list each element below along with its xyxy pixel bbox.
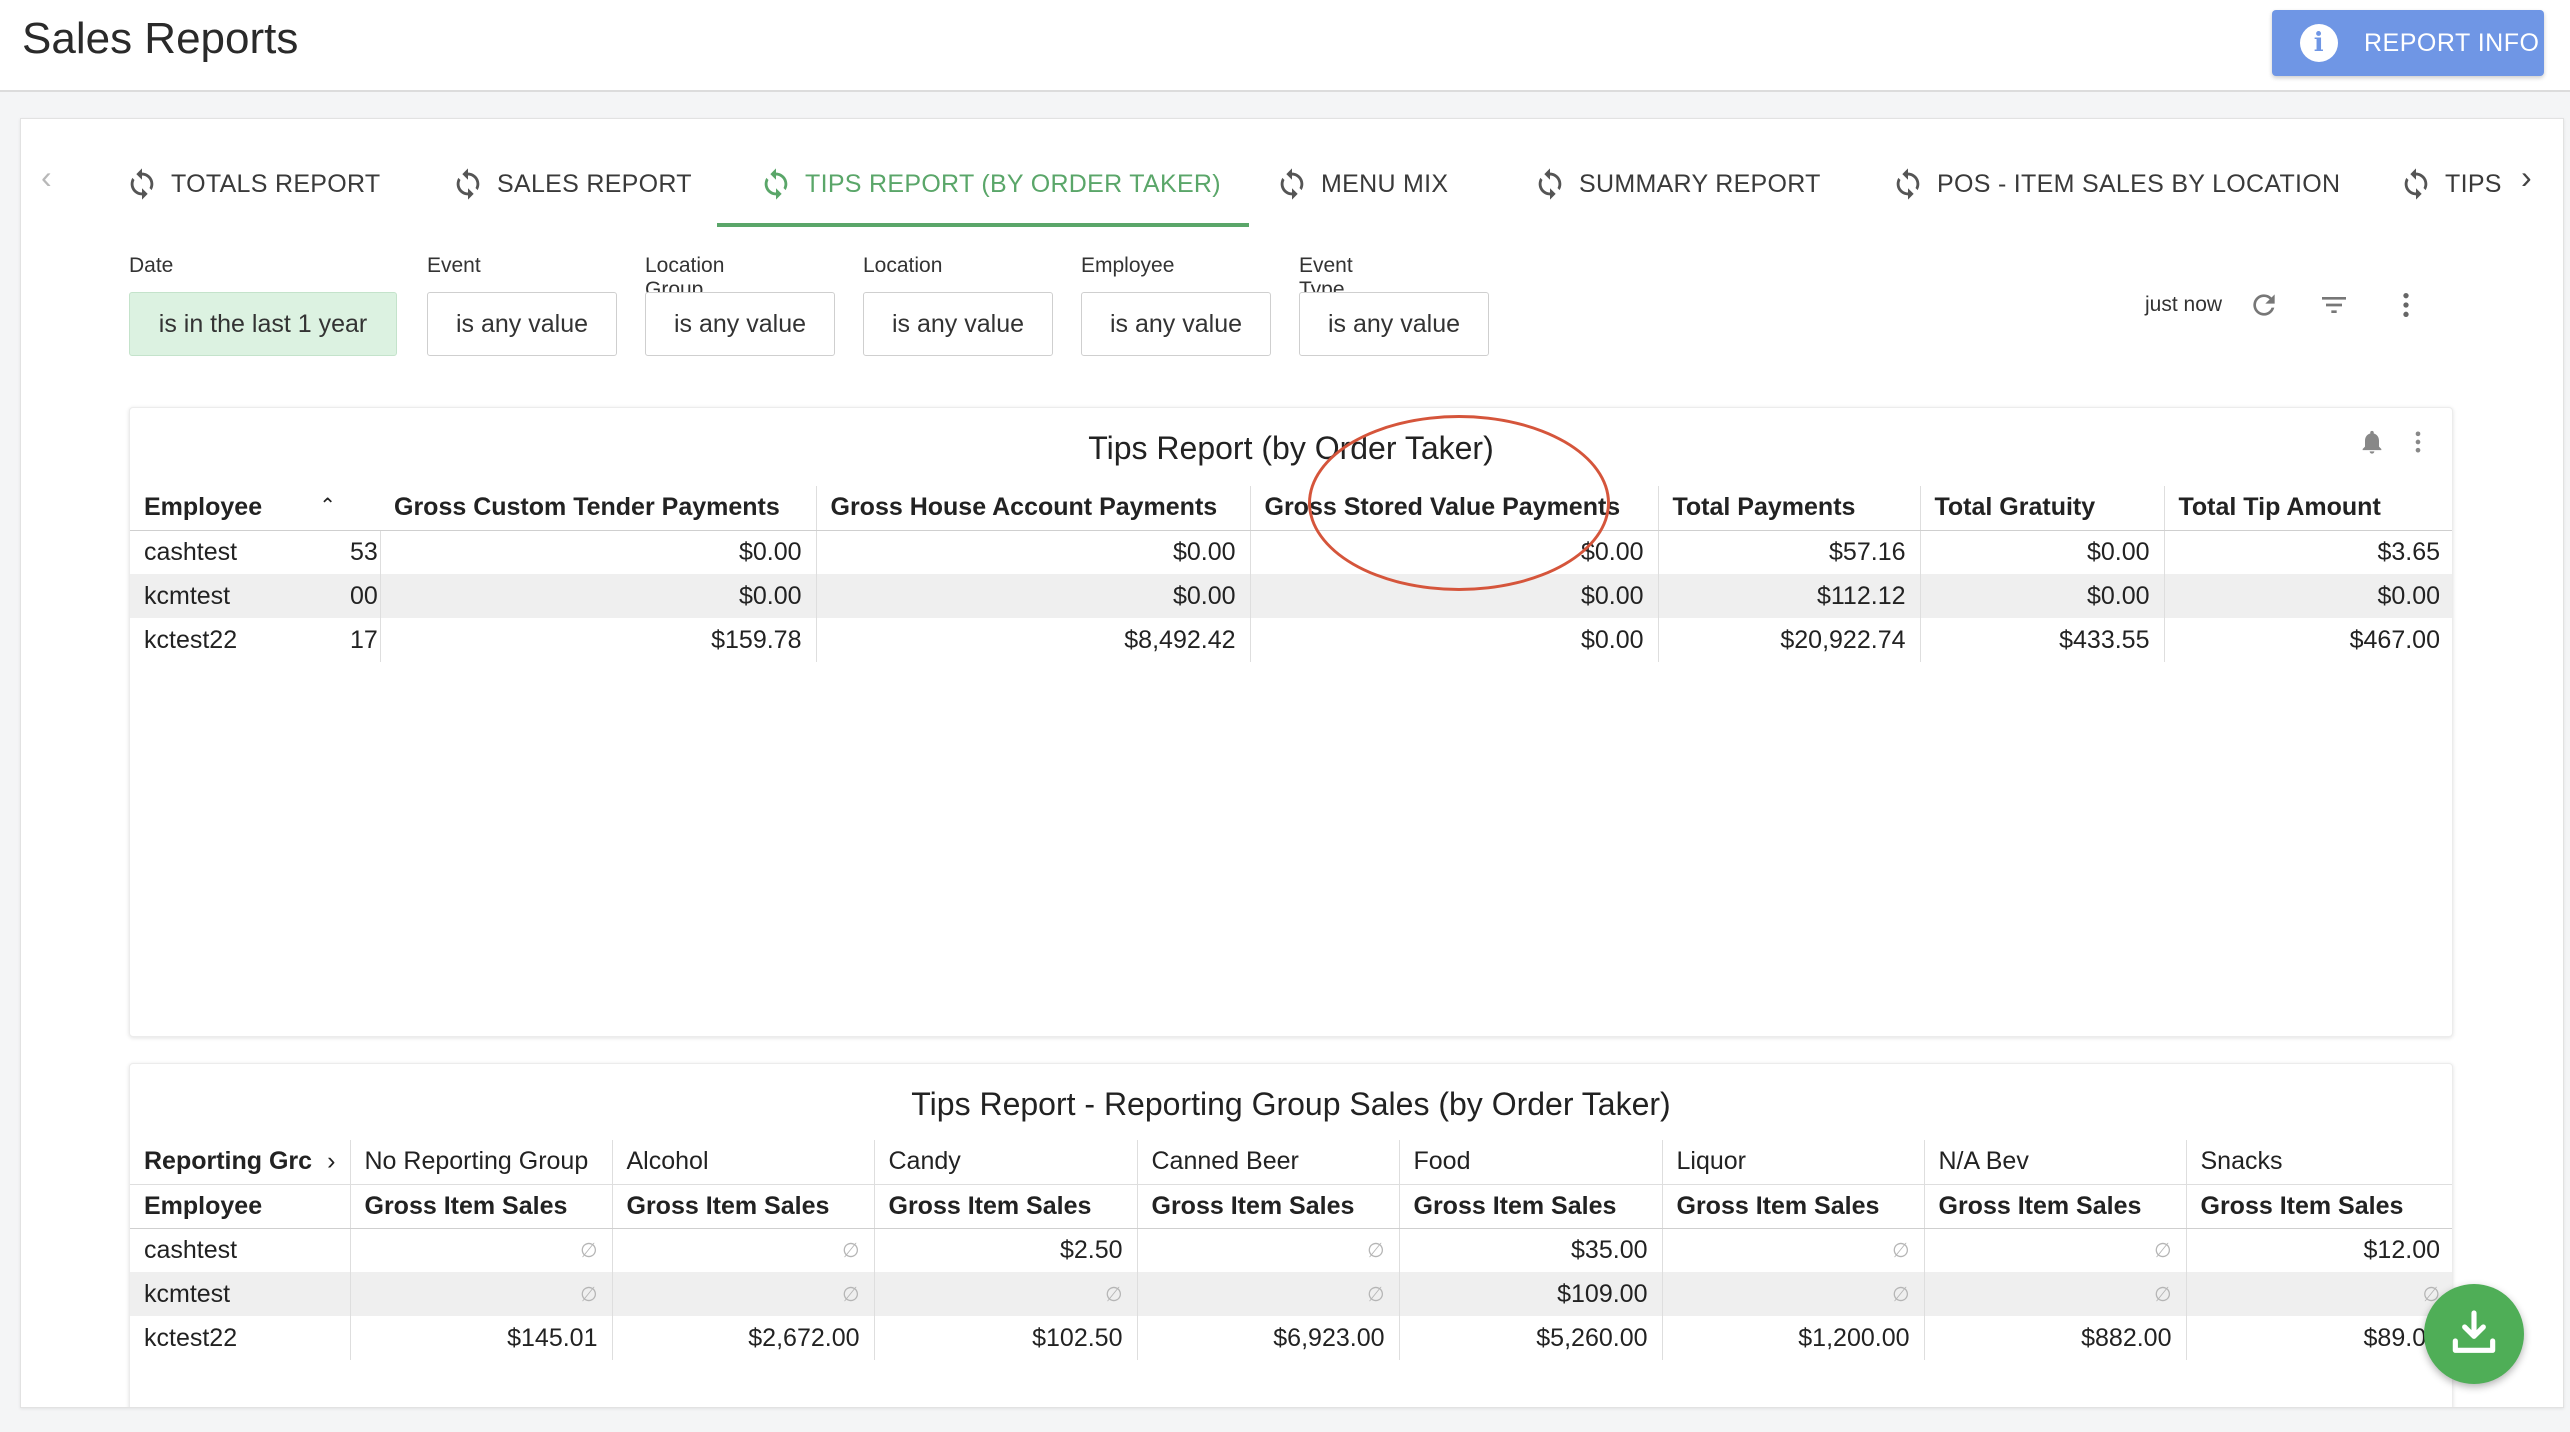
group-header[interactable]: Liquor bbox=[1662, 1140, 1925, 1184]
page-title: Sales Reports bbox=[22, 14, 299, 63]
filter-date: Date is in the last 1 year bbox=[129, 254, 397, 356]
measure-header[interactable]: Gross Item Sales bbox=[1924, 1184, 2187, 1229]
dashboard-card: ‹ TOTALS REPORT SALES REPORT TIPS REPORT… bbox=[20, 118, 2564, 1408]
tile-title: Tips Report - Reporting Group Sales (by … bbox=[911, 1086, 1671, 1122]
refresh-controls: just now bbox=[2145, 289, 2422, 321]
group-header[interactable]: N/A Bev bbox=[1924, 1140, 2187, 1184]
table-row: cashtest ∅ ∅ $2.50 ∅ $35.00 ∅ ∅ $12.00 bbox=[130, 1228, 2452, 1272]
tab-menu-mix[interactable]: MENU MIX bbox=[1275, 139, 1448, 229]
more-vert-icon[interactable] bbox=[2390, 289, 2422, 321]
measure-header[interactable]: Gross Item Sales bbox=[2186, 1184, 2452, 1229]
sync-icon bbox=[1538, 168, 1562, 200]
sort-ascending-icon[interactable]: ⌃ bbox=[319, 495, 336, 518]
group-sales-tile: Tips Report - Reporting Group Sales (by … bbox=[129, 1063, 2453, 1407]
column-header-employee[interactable]: Employee ⌃ bbox=[130, 486, 350, 531]
tips-report-tile: Tips Report (by Order Taker) Employee ⌃ G… bbox=[129, 407, 2453, 1037]
filter-location-group: Location Group is any value bbox=[645, 254, 835, 356]
pivot-header[interactable]: Reporting Grc › bbox=[130, 1140, 351, 1184]
top-bar: Sales Reports i REPORT INFO bbox=[0, 0, 2570, 92]
filter-location: Location is any value bbox=[863, 254, 1053, 356]
last-updated-text: just now bbox=[2145, 293, 2223, 316]
measure-header[interactable]: Gross Item Sales bbox=[1399, 1184, 1663, 1229]
column-header[interactable]: Gross House Account Payments bbox=[816, 486, 1251, 531]
column-header[interactable]: Total Gratuity bbox=[1920, 486, 2165, 531]
measure-header[interactable]: Gross Item Sales bbox=[874, 1184, 1138, 1229]
column-header[interactable]: Total Payments bbox=[1658, 486, 1921, 531]
measure-header[interactable]: Gross Item Sales bbox=[1137, 1184, 1400, 1229]
tab-tips[interactable]: TIPS bbox=[2399, 139, 2502, 229]
tab-summary-report[interactable]: SUMMARY REPORT bbox=[1533, 139, 1821, 229]
download-button[interactable] bbox=[2424, 1284, 2524, 1384]
highlight-annotation bbox=[1308, 415, 1610, 591]
chevron-right-icon: › bbox=[327, 1147, 336, 1176]
tips-report-table: Employee ⌃ Gross Custom Tender Payments G… bbox=[130, 486, 2452, 662]
report-tabs: ‹ TOTALS REPORT SALES REPORT TIPS REPORT… bbox=[21, 139, 2563, 229]
chevron-right-icon[interactable]: › bbox=[2521, 159, 2532, 195]
group-header[interactable]: Canned Beer bbox=[1137, 1140, 1400, 1184]
sync-icon bbox=[456, 168, 480, 200]
tab-tips-report-by-order-taker[interactable]: TIPS REPORT (BY ORDER TAKER) bbox=[759, 139, 1221, 229]
sync-icon bbox=[2404, 168, 2428, 200]
filter-list-icon[interactable] bbox=[2318, 289, 2350, 321]
group-header[interactable]: No Reporting Group bbox=[350, 1140, 613, 1184]
filter-event-type: Event Type is any value bbox=[1299, 254, 1489, 356]
sync-icon bbox=[1280, 168, 1304, 200]
table-row: kctest22 17 $159.78 $8,492.42 $0.00 $20,… bbox=[130, 618, 2452, 662]
sync-icon bbox=[764, 168, 788, 200]
chevron-left-icon[interactable]: ‹ bbox=[41, 159, 52, 195]
group-sales-table: Reporting Grc › No Reporting Group Alcoho… bbox=[130, 1140, 2452, 1360]
refresh-icon[interactable] bbox=[2248, 289, 2280, 321]
filter-event-type-value[interactable]: is any value bbox=[1299, 292, 1489, 356]
filter-date-value[interactable]: is in the last 1 year bbox=[129, 292, 397, 356]
download-icon bbox=[2452, 1310, 2496, 1353]
alert-bell-icon[interactable] bbox=[2358, 428, 2386, 456]
report-info-label: REPORT INFO bbox=[2364, 28, 2540, 57]
table-row: cashtest 53 $0.00 $0.00 $0.00 $57.16 $0.… bbox=[130, 530, 2452, 574]
filter-employee: Employee is any value bbox=[1081, 254, 1271, 356]
group-header[interactable]: Candy bbox=[874, 1140, 1138, 1184]
table-row: kcmtest 00 $0.00 $0.00 $0.00 $112.12 $0.… bbox=[130, 574, 2452, 618]
info-icon: i bbox=[2300, 24, 2338, 62]
group-header[interactable]: Alcohol bbox=[612, 1140, 875, 1184]
report-info-button[interactable]: i REPORT INFO bbox=[2272, 10, 2544, 76]
tab-pos-item-sales-by-location[interactable]: POS - ITEM SALES BY LOCATION bbox=[1891, 139, 2340, 229]
column-header[interactable]: Gross Custom Tender Payments bbox=[380, 486, 817, 531]
filter-event-value[interactable]: is any value bbox=[427, 292, 617, 356]
active-tab-indicator bbox=[717, 223, 1249, 227]
tile-menu-icon[interactable] bbox=[2404, 428, 2432, 456]
table-row: kctest22 $145.01 $2,672.00 $102.50 $6,92… bbox=[130, 1316, 2452, 1360]
table-row: kcmtest ∅ ∅ ∅ ∅ $109.00 ∅ ∅ ∅ bbox=[130, 1272, 2452, 1316]
group-header[interactable]: Snacks bbox=[2200, 1147, 2283, 1176]
column-header[interactable]: Total Tip Amount bbox=[2164, 486, 2452, 531]
filter-event: Event is any value bbox=[427, 254, 617, 356]
tab-sales-report[interactable]: SALES REPORT bbox=[451, 139, 692, 229]
measure-header[interactable]: Gross Item Sales bbox=[612, 1184, 875, 1229]
sync-icon bbox=[130, 168, 154, 200]
column-header-employee[interactable]: Employee bbox=[130, 1184, 351, 1229]
tile-title: Tips Report (by Order Taker) bbox=[1088, 430, 1494, 466]
filter-location-value[interactable]: is any value bbox=[863, 292, 1053, 356]
group-header[interactable]: Food bbox=[1399, 1140, 1663, 1184]
tab-totals-report[interactable]: TOTALS REPORT bbox=[125, 139, 381, 229]
filter-location-group-value[interactable]: is any value bbox=[645, 292, 835, 356]
measure-header[interactable]: Gross Item Sales bbox=[350, 1184, 613, 1229]
measure-header[interactable]: Gross Item Sales bbox=[1662, 1184, 1925, 1229]
filter-employee-value[interactable]: is any value bbox=[1081, 292, 1271, 356]
sync-icon bbox=[1896, 168, 1920, 200]
